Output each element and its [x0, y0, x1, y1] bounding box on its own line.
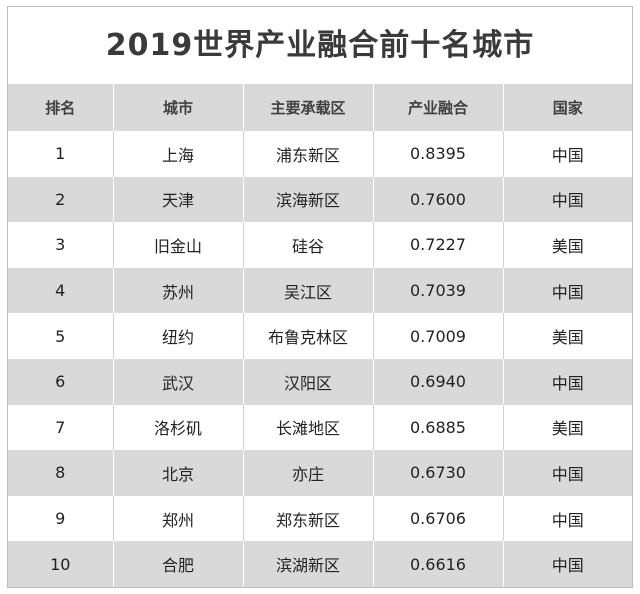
- header-country: 国家: [502, 84, 632, 131]
- cell-rank: 5: [55, 326, 66, 346]
- cell-industry-fusion: 0.7009: [372, 313, 503, 359]
- cell-city: 上海: [112, 131, 243, 177]
- header-city: 城市: [112, 84, 243, 131]
- cell-industry-fusion: 0.7039: [372, 267, 503, 314]
- table-row: 7 洛杉矶 长滩地区 0.6885 美国: [8, 404, 632, 451]
- cell-industry-fusion: 0.6885: [372, 404, 503, 451]
- cell-industry-fusion: 0.6616: [372, 541, 503, 587]
- cell-country: 美国: [502, 404, 632, 451]
- ranking-table: 排名 城市 主要承载区 产业融合 国家 1 上海 浦东新区 0.8395 中国 …: [8, 84, 632, 587]
- cell-rank: 2: [55, 189, 66, 209]
- cell-city: 郑州: [112, 495, 243, 542]
- cell-rank: 9: [55, 509, 66, 529]
- table-row: 10 合肥 滨湖新区 0.6616 中国: [8, 541, 632, 587]
- cell-industry-fusion: 0.7600: [372, 176, 503, 223]
- cell-country: 中国: [502, 176, 632, 223]
- ranking-table-panel: 2019世界产业融合前十名城市 排名 城市 主要承载区 产业融合 国家 1 上海…: [7, 6, 633, 588]
- cell-city: 旧金山: [112, 222, 243, 268]
- cell-country: 中国: [502, 495, 632, 542]
- cell-rank: 6: [55, 372, 66, 392]
- cell-country: 中国: [502, 541, 632, 587]
- cell-country: 美国: [502, 313, 632, 359]
- cell-country: 中国: [502, 131, 632, 177]
- cell-city: 洛杉矶: [112, 404, 243, 451]
- cell-industry-fusion: 0.6706: [372, 495, 503, 542]
- cell-industry-fusion: 0.6940: [372, 358, 503, 405]
- table-header-row: 排名 城市 主要承载区 产业融合 国家: [8, 84, 632, 131]
- cell-main-zone: 郑东新区: [242, 495, 373, 542]
- header-main-zone: 主要承载区: [242, 84, 373, 131]
- table-row: 6 武汉 汉阳区 0.6940 中国: [8, 358, 632, 405]
- cell-industry-fusion: 0.7227: [372, 222, 503, 268]
- table-row: 1 上海 浦东新区 0.8395 中国: [8, 131, 632, 177]
- header-rank: 排名: [45, 99, 76, 117]
- cell-main-zone: 汉阳区: [242, 358, 373, 405]
- cell-rank: 4: [55, 281, 66, 301]
- table-row: 4 苏州 吴江区 0.7039 中国: [8, 267, 632, 314]
- cell-rank: 3: [55, 235, 66, 255]
- cell-main-zone: 滨湖新区: [242, 541, 373, 587]
- cell-rank: 7: [55, 417, 66, 437]
- table-row: 2 天津 滨海新区 0.7600 中国: [8, 176, 632, 223]
- cell-main-zone: 硅谷: [242, 222, 373, 268]
- cell-city: 苏州: [112, 267, 243, 314]
- cell-country: 中国: [502, 450, 632, 496]
- cell-city: 纽约: [112, 313, 243, 359]
- cell-city: 北京: [112, 450, 243, 496]
- table-row: 9 郑州 郑东新区 0.6706 中国: [8, 495, 632, 542]
- cell-main-zone: 吴江区: [242, 267, 373, 314]
- header-industry-fusion: 产业融合: [372, 84, 503, 131]
- cell-main-zone: 长滩地区: [242, 404, 373, 451]
- cell-rank: 1: [55, 144, 66, 164]
- cell-rank: 8: [55, 463, 66, 483]
- cell-city: 天津: [112, 176, 243, 223]
- cell-country: 中国: [502, 358, 632, 405]
- cell-industry-fusion: 0.8395: [372, 131, 503, 177]
- cell-rank: 10: [50, 554, 71, 574]
- cell-main-zone: 布鲁克林区: [242, 313, 373, 359]
- cell-main-zone: 浦东新区: [242, 131, 373, 177]
- cell-industry-fusion: 0.6730: [372, 450, 503, 496]
- cell-city: 武汉: [112, 358, 243, 405]
- cell-city: 合肥: [112, 541, 243, 587]
- cell-main-zone: 亦庄: [242, 450, 373, 496]
- table-title: 2019世界产业融合前十名城市: [105, 28, 535, 63]
- cell-main-zone: 滨海新区: [242, 176, 373, 223]
- table-row: 5 纽约 布鲁克林区 0.7009 美国: [8, 313, 632, 359]
- cell-country: 中国: [502, 267, 632, 314]
- cell-country: 美国: [502, 222, 632, 268]
- table-row: 3 旧金山 硅谷 0.7227 美国: [8, 222, 632, 268]
- table-row: 8 北京 亦庄 0.6730 中国: [8, 450, 632, 496]
